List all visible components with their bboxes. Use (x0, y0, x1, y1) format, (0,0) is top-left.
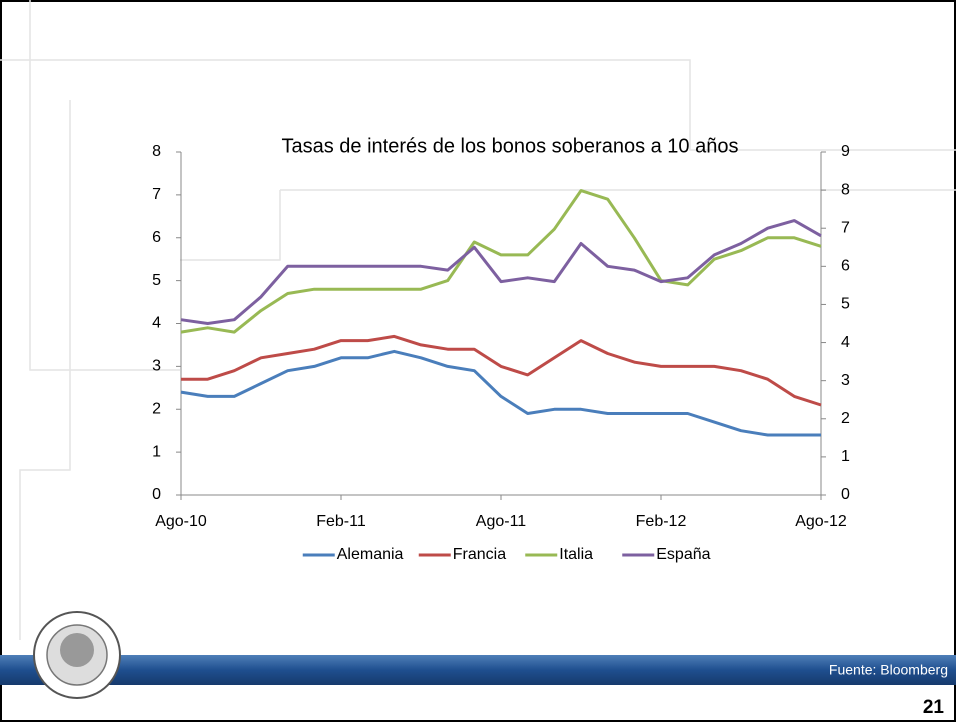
legend-label: Alemania (337, 546, 404, 563)
y2-tick-label: 4 (841, 334, 850, 351)
legend-label: Francia (453, 546, 506, 563)
x-tick-label: Ago-10 (155, 513, 207, 530)
series-line (180, 349, 821, 437)
decoration (0, 0, 956, 640)
y-tick-label: 5 (152, 272, 161, 289)
footer-band (0, 655, 956, 685)
x-tick-label: Feb-11 (316, 513, 366, 530)
y2-tick-label: 0 (841, 486, 850, 503)
x-tick-label: Feb-12 (636, 513, 687, 530)
chart-title: Tasas de interés de los bonos soberanos … (282, 135, 739, 157)
y-tick-label: 6 (152, 229, 161, 246)
series-line (181, 334, 822, 407)
y-tick-label: 1 (152, 443, 161, 460)
y2-tick-label: 7 (841, 219, 850, 236)
y-tick-label: 3 (152, 358, 161, 375)
y2-tick-label: 8 (841, 181, 850, 198)
y2-tick-label: 2 (841, 410, 850, 427)
y-tick-label: 0 (152, 486, 161, 503)
page-number: 21 (923, 697, 945, 718)
logo (33, 611, 121, 699)
legend-label: Italia (559, 546, 593, 563)
y-tick-label: 4 (152, 315, 161, 332)
y-tick-label: 8 (152, 143, 161, 160)
source: Fuente: Bloomberg (829, 662, 948, 678)
y2-tick-label: 6 (841, 258, 850, 275)
y2-tick-label: 3 (841, 372, 850, 389)
y-tick-label: 2 (152, 400, 161, 417)
series-line (180, 189, 822, 334)
y2-tick-label: 1 (841, 448, 850, 465)
y-tick-label: 7 (152, 186, 161, 203)
y2-tick-label: 5 (841, 296, 850, 313)
legend-label: España (656, 546, 710, 563)
x-tick-label: Ago-11 (476, 513, 527, 530)
x-tick-label: Ago-12 (795, 513, 847, 530)
series-line (180, 219, 822, 325)
y2-tick-label: 9 (841, 143, 850, 160)
